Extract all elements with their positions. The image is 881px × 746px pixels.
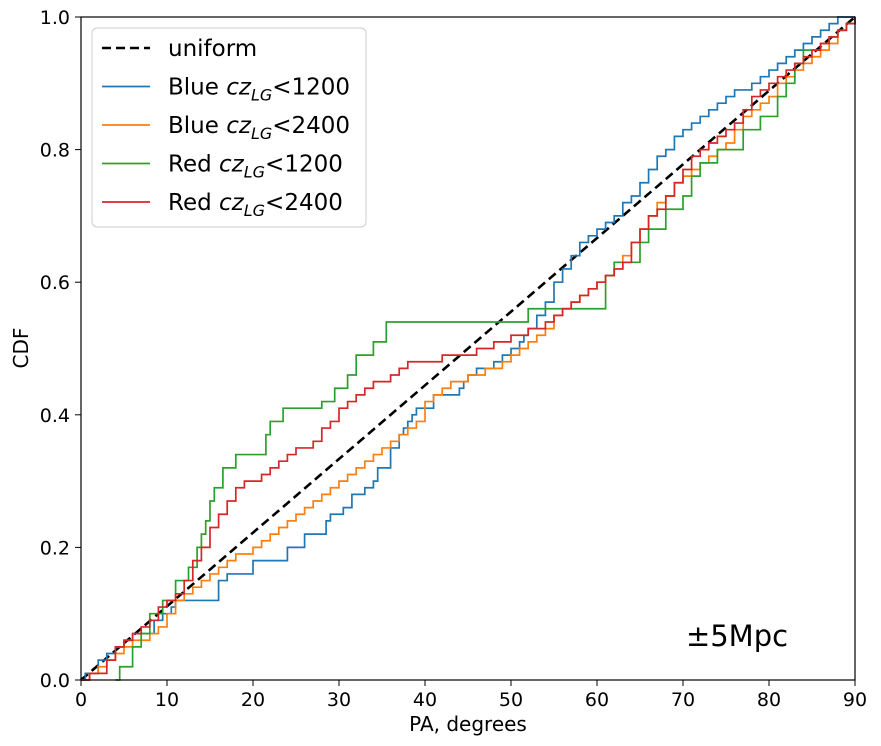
x-tick-label: 60: [585, 689, 609, 711]
legend-box: [91, 27, 367, 228]
y-tick-label: 0.4: [40, 405, 70, 427]
y-tick-label: 1.0: [40, 7, 70, 29]
series-layer: [80, 16, 856, 681]
series-line-4: [81, 17, 856, 681]
x-tick-label: 40: [413, 689, 437, 711]
series-line-0: [80, 16, 856, 681]
y-tick-label: 0.8: [40, 140, 70, 162]
x-tick-label: 0: [75, 689, 87, 711]
x-tick-label: 30: [327, 689, 351, 711]
annotation-distance: ±5Mpc: [686, 619, 788, 653]
y-tick-label: 0.6: [40, 272, 70, 294]
y-axis-label: CDF: [9, 328, 33, 369]
legend-label-3: Red czLG<1200: [168, 152, 343, 182]
x-tick-label: 10: [155, 689, 179, 711]
legend-label-2: Blue czLG<2400: [168, 113, 350, 143]
y-tick-label: 0.0: [40, 670, 70, 692]
x-axis-label: PA, degrees: [409, 712, 527, 736]
series-line-3: [115, 17, 856, 681]
plot-frame: [80, 16, 856, 681]
y-tick-label: 0.2: [40, 537, 70, 559]
x-tick-label: 80: [757, 689, 781, 711]
series-line-2: [81, 17, 856, 681]
x-tick-label: 50: [499, 689, 523, 711]
series-line-1: [81, 16, 855, 681]
legend: uniform Blue czLG<1200 Blue czLG<2400 Red c…: [91, 27, 367, 228]
legend-label-1: Blue czLG<1200: [168, 75, 350, 105]
legend-label-4: Red czLG<2400: [168, 190, 343, 220]
x-tick-label: 90: [843, 689, 867, 711]
ticks-layer: 0 10 20 30 40 50 60 70 80 90 0.0 0.2 0.4 0.6 0.8 1.0: [40, 7, 867, 711]
x-tick-label: 20: [241, 689, 265, 711]
x-tick-label: 70: [671, 689, 695, 711]
legend-entries: uniform Blue czLG<1200 Blue czLG<2400 Red c…: [102, 36, 350, 220]
legend-label-0: uniform: [168, 36, 257, 62]
